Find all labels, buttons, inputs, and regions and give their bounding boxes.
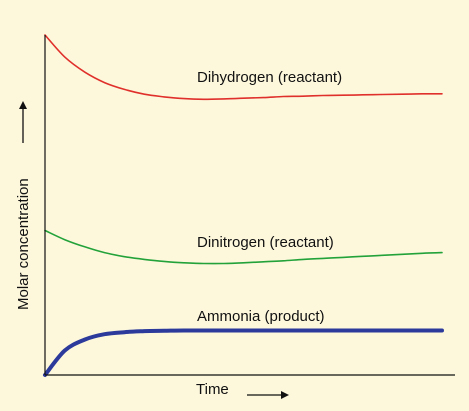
series-label-dinitrogen: Dinitrogen (reactant) <box>197 234 334 251</box>
series-line-dinitrogen <box>44 229 443 265</box>
x-axis-title: Time <box>196 381 229 398</box>
y-axis-title: Molar concentration <box>15 178 32 310</box>
y-axis-arrow-icon <box>19 101 27 143</box>
series-label-ammonia: Ammonia (product) <box>197 308 325 325</box>
series-label-dihydrogen: Dihydrogen (reactant) <box>197 69 342 86</box>
series-layer <box>43 34 444 377</box>
series-line-ammonia <box>43 328 444 377</box>
x-axis-arrow-icon <box>247 391 289 399</box>
series-line-dihydrogen <box>44 34 443 101</box>
